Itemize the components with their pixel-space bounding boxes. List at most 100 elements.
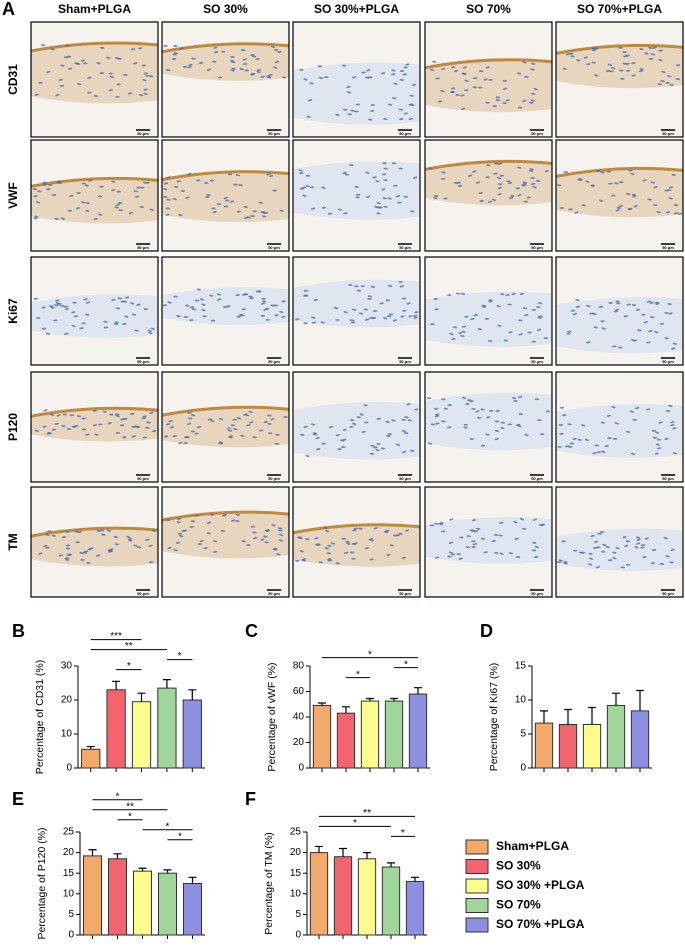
nucleus (543, 337, 549, 340)
nucleus (81, 322, 86, 325)
nucleus (199, 539, 204, 542)
nucleus (97, 195, 103, 198)
nucleus (117, 297, 122, 300)
nucleus (261, 297, 266, 300)
nucleus (522, 99, 527, 103)
nucleus (277, 50, 282, 53)
significance-label: * (368, 649, 372, 660)
nucleus (236, 315, 241, 318)
nucleus (266, 173, 271, 176)
error-bar (564, 708, 572, 725)
nucleus (364, 421, 369, 424)
error-bar (411, 876, 419, 882)
nucleus (353, 542, 358, 545)
nucleus (651, 429, 657, 432)
nucleus (406, 302, 411, 305)
bar (81, 748, 101, 769)
nucleus (443, 407, 448, 410)
nucleus (675, 78, 680, 81)
nucleus (349, 425, 354, 428)
nucleus (592, 452, 597, 455)
nucleus (163, 188, 168, 191)
nucleus (65, 547, 71, 550)
nucleus (136, 186, 141, 189)
nucleus (524, 434, 529, 437)
nucleus (106, 529, 112, 532)
nucleus (305, 184, 310, 188)
nucleus (670, 421, 675, 424)
nucleus (128, 92, 133, 95)
nucleus (46, 432, 51, 435)
nucleus (113, 323, 119, 325)
nucleus (249, 421, 254, 424)
nucleus (556, 184, 562, 187)
nucleus (232, 418, 237, 421)
nucleus (413, 314, 418, 317)
nucleus (142, 79, 147, 82)
nucleus (216, 298, 222, 301)
nucleus (526, 196, 531, 199)
nucleus (142, 415, 147, 418)
nucleus (86, 561, 91, 564)
nucleus (485, 66, 490, 69)
nucleus (352, 76, 357, 79)
nucleus (618, 46, 623, 49)
image-frame (161, 371, 290, 483)
nucleus (356, 416, 361, 419)
nucleus (458, 332, 463, 335)
nucleus (515, 187, 521, 190)
nucleus (141, 64, 147, 67)
nucleus (500, 421, 506, 424)
nucleus (196, 426, 202, 429)
nucleus (376, 443, 381, 445)
nucleus (275, 433, 280, 436)
nucleus (605, 546, 610, 549)
nucleus (194, 432, 199, 435)
nucleus (567, 423, 572, 426)
nucleus (221, 514, 227, 517)
nucleus (166, 176, 171, 179)
micrograph: 50 μm (161, 486, 290, 598)
nucleus (586, 304, 591, 308)
nucleus (380, 72, 386, 75)
nucleus (452, 326, 458, 329)
nucleus (613, 310, 619, 313)
nucleus (485, 433, 490, 436)
y-tick-label: 25 (63, 827, 75, 838)
micrograph: 50 μm (161, 371, 290, 483)
nucleus (460, 335, 465, 337)
nucleus (596, 546, 601, 549)
nucleus (210, 419, 215, 423)
nucleus (69, 194, 74, 197)
nucleus (522, 61, 527, 64)
nucleus (109, 548, 114, 551)
nucleus (524, 314, 529, 317)
nucleus (384, 531, 389, 533)
nucleus (558, 423, 563, 426)
nucleus (410, 449, 415, 452)
nucleus (653, 204, 658, 206)
nucleus (591, 47, 596, 50)
nucleus (391, 162, 397, 165)
nucleus (76, 415, 82, 418)
micrograph: 50 μm (30, 21, 159, 138)
nucleus (648, 46, 653, 49)
nucleus (523, 200, 528, 203)
nucleus (43, 409, 48, 412)
nucleus (497, 183, 503, 186)
nucleus (318, 77, 324, 80)
error-bar (636, 689, 644, 711)
nucleus (309, 82, 314, 85)
y-tick-label: 0 (520, 763, 526, 774)
nucleus (599, 199, 604, 202)
nucleus (176, 521, 182, 524)
y-tick-label: 15 (63, 868, 75, 879)
nucleus (203, 547, 208, 550)
nucleus (341, 64, 347, 67)
nucleus (197, 543, 203, 545)
nucleus (568, 445, 573, 448)
nucleus (405, 529, 410, 532)
nucleus (597, 532, 602, 535)
nucleus (611, 194, 616, 197)
nucleus (601, 327, 606, 330)
